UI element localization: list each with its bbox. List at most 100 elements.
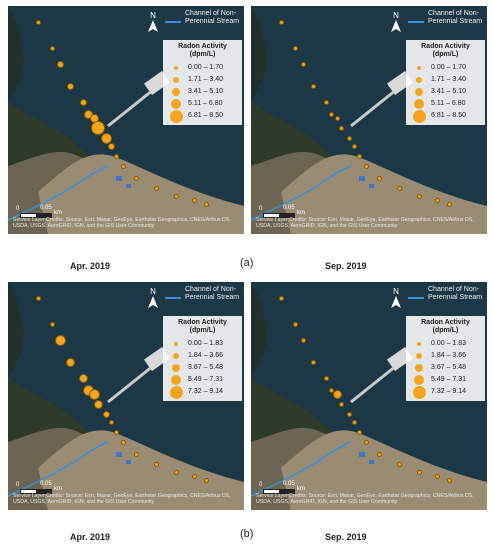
radon-sample-point xyxy=(416,469,422,475)
figure-label-b: (b) xyxy=(240,528,254,540)
legend-class-label: 3.41 – 5.10 xyxy=(188,88,224,95)
stream-channel xyxy=(8,165,109,221)
north-arrow: N xyxy=(388,12,404,34)
legend-dot-icon xyxy=(173,353,179,359)
legend-dot-icon xyxy=(414,375,424,385)
legend-class-label: 5.11 – 6.80 xyxy=(431,100,466,107)
north-label: N xyxy=(150,287,156,296)
service-layer-credits: Service Layer Credits: Source: Esri, Max… xyxy=(13,493,231,506)
radon-sample-point xyxy=(66,82,74,90)
scale-unit: km xyxy=(54,486,62,492)
radon-sample-point xyxy=(292,45,298,51)
legend-class-row: 1.71 – 3.40 xyxy=(409,74,482,86)
radon-sample-point xyxy=(416,193,422,199)
radon-sample-point xyxy=(120,163,126,169)
legend-dot-icon xyxy=(169,385,183,399)
north-arrow-icon xyxy=(148,20,158,32)
radon-sample-point xyxy=(79,98,87,106)
north-label: N xyxy=(150,11,156,20)
radon-sample-point xyxy=(323,99,329,105)
figure-label-a: (a) xyxy=(240,257,254,269)
legend-title: Radon Activity (dpm/L) xyxy=(421,319,470,334)
legend-dot-icon xyxy=(417,66,421,70)
scale-unit: km xyxy=(54,210,62,216)
scale-value: 0.05 xyxy=(283,205,295,211)
scale-value: 0.05 xyxy=(40,481,52,487)
caption-b-apr: Apr. 2019 xyxy=(70,532,111,542)
legend-class-label: 7.32 – 9.14 xyxy=(188,388,224,395)
scale-zero: 0 xyxy=(259,206,263,212)
legend-class-row: 3.41 – 5.10 xyxy=(166,86,239,98)
legend-dot-icon xyxy=(417,342,421,346)
legend-class-label: 7.32 – 9.14 xyxy=(431,388,467,395)
legend-radon-box: Radon Activity (dpm/L) 0.00 – 1.70 1.71 … xyxy=(163,40,242,125)
radon-sample-point xyxy=(376,175,382,181)
radon-sample-point xyxy=(173,469,179,475)
legend-dot-icon xyxy=(174,66,178,70)
radon-sample-point xyxy=(292,321,298,327)
legend-class-label: 1.84 – 3.66 xyxy=(188,352,224,359)
radon-sample-point xyxy=(102,410,110,418)
radon-sample-point xyxy=(351,419,357,425)
stream-channel xyxy=(8,441,109,497)
radon-sample-point xyxy=(35,295,41,301)
legend-dot-icon xyxy=(171,375,181,385)
legend-stream: Channel of Non-Perennial Stream xyxy=(163,286,242,312)
legend-class-row: 5.11 – 6.80 xyxy=(166,98,239,110)
scale-zero: 0 xyxy=(259,482,263,488)
legend-class-label: 0.00 – 1.83 xyxy=(431,340,467,347)
scale-bar-graphic xyxy=(20,213,52,218)
radon-sample-point xyxy=(434,197,440,203)
legend-class-label: 6.81 – 8.50 xyxy=(431,112,467,119)
radon-sample-point xyxy=(49,45,55,51)
north-label: N xyxy=(393,11,399,20)
legend-class-row: 1.84 – 3.66 xyxy=(409,350,482,362)
legend-title: Radon Activity (dpm/L) xyxy=(178,319,227,334)
radon-sample-point xyxy=(346,135,352,141)
radon-sample-point xyxy=(396,461,402,467)
radon-sample-point xyxy=(91,121,105,135)
legend-dot-icon xyxy=(416,353,422,359)
radon-sample-point xyxy=(278,19,284,25)
radon-sample-point xyxy=(153,461,159,467)
radon-sample-point xyxy=(107,142,115,150)
radon-sample-point xyxy=(328,387,334,393)
caption-b-sep: Sep. 2019 xyxy=(325,532,367,542)
radon-sample-point xyxy=(93,399,103,409)
map-legend: Channel of Non-Perennial Stream Radon Ac… xyxy=(406,286,485,401)
scale-zero: 0 xyxy=(16,206,20,212)
radon-sample-point xyxy=(133,175,139,181)
radon-sample-point xyxy=(173,193,179,199)
stream-line-icon xyxy=(165,297,181,299)
radon-sample-point xyxy=(334,115,340,121)
radon-sample-point xyxy=(203,477,209,483)
legend-class-row: 3.67 – 5.48 xyxy=(409,362,482,374)
radon-sample-point xyxy=(434,473,440,479)
radon-sample-point xyxy=(35,19,41,25)
legend-class-row: 3.41 – 5.10 xyxy=(409,86,482,98)
legend-dot-icon xyxy=(172,88,180,96)
radon-sample-point xyxy=(278,295,284,301)
legend-radon-box: Radon Activity (dpm/L) 0.00 – 1.70 1.71 … xyxy=(406,40,485,125)
legend-dot-icon xyxy=(171,99,181,109)
legend-class-label: 0.00 – 1.83 xyxy=(188,340,224,347)
radon-sample-point xyxy=(351,143,357,149)
radon-sample-point xyxy=(113,153,119,159)
legend-class-row: 7.32 – 9.14 xyxy=(409,385,482,399)
scale-zero: 0 xyxy=(16,482,20,488)
north-label: N xyxy=(393,287,399,296)
map-panel-a-apr: N Channel of Non-Perennial Stream Radon … xyxy=(8,6,244,234)
legend-stream: Channel of Non-Perennial Stream xyxy=(406,10,485,36)
north-arrow-icon xyxy=(391,296,401,308)
legend-dot-icon xyxy=(173,77,179,83)
legend-class-row: 0.00 – 1.70 xyxy=(409,62,482,74)
north-arrow-icon xyxy=(148,296,158,308)
legend-title: Radon Activity (dpm/L) xyxy=(178,43,227,58)
legend-class-label: 1.84 – 3.66 xyxy=(431,352,467,359)
legend-radon-box: Radon Activity (dpm/L) 0.00 – 1.83 1.84 … xyxy=(406,316,485,401)
radon-sample-point xyxy=(446,477,452,483)
radon-sample-point xyxy=(49,321,55,327)
legend-class-label: 1.71 – 3.40 xyxy=(188,76,224,83)
legend-dot-icon xyxy=(414,99,424,109)
legend-dot-icon xyxy=(412,385,426,399)
